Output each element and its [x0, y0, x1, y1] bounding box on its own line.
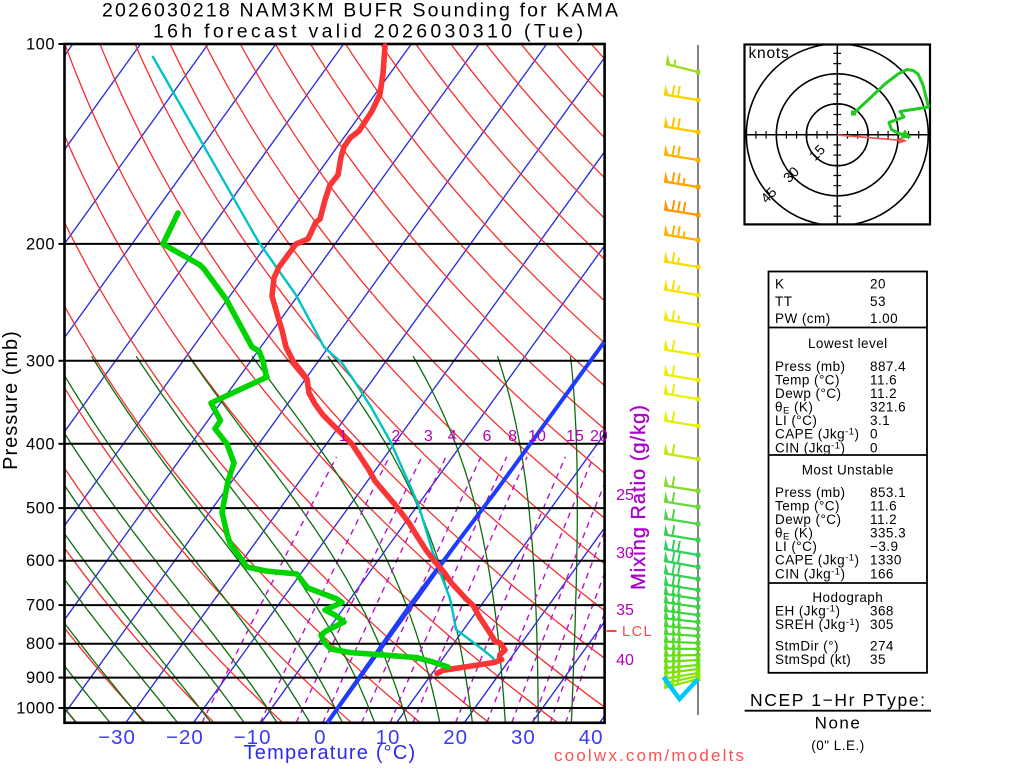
svg-text:100: 100: [26, 36, 55, 54]
svg-text:300: 300: [26, 352, 55, 370]
svg-text:Lowest level: Lowest level: [808, 336, 888, 351]
svg-text:None: None: [815, 714, 862, 733]
svg-text:500: 500: [26, 500, 55, 518]
svg-text:40: 40: [616, 652, 634, 669]
svg-text:166: 166: [870, 567, 894, 582]
svg-text:−20: −20: [166, 726, 204, 749]
svg-text:2: 2: [391, 428, 400, 445]
svg-text:1000: 1000: [16, 700, 55, 718]
svg-text:Most Unstable: Most Unstable: [802, 463, 894, 478]
svg-text:2026030218 NAM3KM BUFR Soundin: 2026030218 NAM3KM BUFR Sounding for KAMA: [102, 0, 618, 22]
svg-text:4: 4: [448, 428, 457, 445]
svg-text:LCL: LCL: [622, 624, 653, 640]
svg-text:200: 200: [26, 235, 55, 253]
svg-text:600: 600: [26, 552, 55, 570]
svg-text:K: K: [775, 277, 784, 292]
svg-text:10: 10: [528, 428, 546, 445]
svg-text:305: 305: [870, 617, 894, 632]
svg-text:900: 900: [26, 669, 55, 687]
svg-text:1: 1: [339, 428, 348, 445]
svg-text:20: 20: [443, 726, 468, 749]
svg-text:Mixing Ratio (g/kg): Mixing Ratio (g/kg): [628, 404, 650, 590]
svg-text:1.00: 1.00: [870, 311, 898, 326]
svg-text:1330: 1330: [870, 553, 902, 568]
svg-text:800: 800: [26, 635, 55, 653]
svg-text:Temperature (°C): Temperature (°C): [244, 742, 417, 764]
svg-text:16h forecast valid 2026030310: 16h forecast valid 2026030310 (Tue): [153, 21, 583, 43]
svg-text:35: 35: [870, 652, 886, 667]
svg-text:TT: TT: [775, 294, 792, 309]
svg-text:StmSpd (kt): StmSpd (kt): [775, 652, 851, 667]
svg-text:0: 0: [870, 427, 878, 442]
svg-text:0: 0: [870, 441, 878, 456]
svg-text:3: 3: [424, 428, 433, 445]
svg-text:400: 400: [26, 435, 55, 453]
svg-text:20: 20: [590, 428, 608, 445]
svg-text:8: 8: [508, 428, 517, 445]
svg-text:−30: −30: [98, 726, 136, 749]
svg-text:coolwx.com/modelts: coolwx.com/modelts: [554, 746, 744, 765]
svg-text:Pressure (mb): Pressure (mb): [0, 330, 22, 470]
svg-text:6: 6: [483, 428, 492, 445]
svg-text:53: 53: [870, 294, 886, 309]
svg-text:700: 700: [26, 597, 55, 615]
svg-text:(0" L.E.): (0" L.E.): [811, 738, 865, 753]
svg-text:15: 15: [566, 428, 584, 445]
svg-text:35: 35: [616, 602, 634, 619]
svg-text:NCEP 1−Hr PType:: NCEP 1−Hr PType:: [750, 690, 925, 710]
svg-text:30: 30: [511, 726, 536, 749]
svg-text:20: 20: [870, 277, 886, 292]
svg-text:knots: knots: [749, 45, 790, 62]
svg-text:PW (cm): PW (cm): [775, 311, 831, 326]
